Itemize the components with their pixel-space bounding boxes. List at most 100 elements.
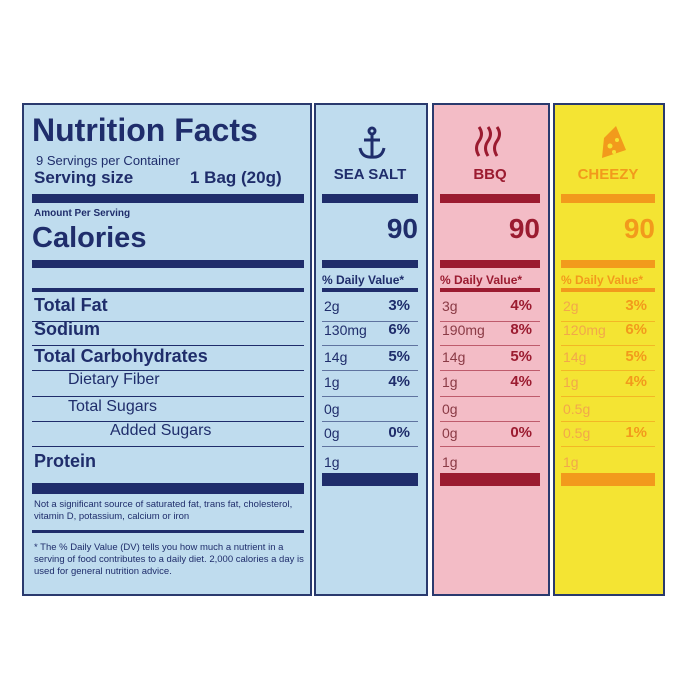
dv-header: % Daily Value* (561, 273, 644, 287)
daily-value: 4% (510, 297, 532, 314)
anchor-icon (358, 126, 386, 159)
rule (561, 194, 655, 203)
rule (561, 446, 655, 447)
daily-value: 5% (625, 348, 647, 365)
rule (440, 396, 540, 397)
flavor-panel (314, 103, 428, 596)
calories-label: Calories (32, 222, 147, 254)
rule (561, 288, 655, 292)
rule (440, 194, 540, 203)
servings: 9 Servings per Container (36, 153, 180, 168)
rule (32, 288, 304, 292)
rule (322, 288, 418, 292)
nutrient-name: Total Sugars (68, 398, 157, 415)
calories: 90 (508, 213, 540, 244)
rule (561, 345, 655, 346)
rule (32, 370, 304, 371)
flavor-name: BBQ (473, 166, 507, 183)
amount: 2g (563, 298, 579, 314)
amount: 1g (442, 454, 458, 470)
rule (322, 321, 418, 322)
rule (440, 370, 540, 371)
daily-value: 0% (388, 424, 410, 441)
amount: 3g (442, 298, 458, 314)
amount: 1g (324, 454, 340, 470)
daily-value: 4% (625, 373, 647, 390)
amount: 14g (324, 349, 348, 365)
daily-value: 3% (388, 297, 410, 314)
calories: 90 (623, 213, 655, 244)
rule (322, 370, 418, 371)
title: Nutrition Facts (32, 112, 258, 148)
rule (322, 194, 418, 203)
daily-value: 5% (388, 348, 410, 365)
amount: 0.5g (563, 425, 591, 441)
amount: 120mg (563, 322, 606, 338)
dv-header: % Daily Value* (440, 273, 523, 287)
serving-size-label: Serving size (34, 168, 134, 187)
rule (440, 421, 540, 422)
rule (322, 345, 418, 346)
rule (32, 483, 304, 494)
amount-per-serving: Amount Per Serving (34, 208, 131, 219)
rule (322, 421, 418, 422)
flavor-name: SEA SALT (333, 166, 407, 183)
daily-value: 5% (510, 348, 532, 365)
nutrient-name: Protein (34, 451, 97, 471)
amount: 0.5g (563, 401, 591, 417)
daily-value: 3% (625, 297, 647, 314)
amount: 190mg (442, 322, 485, 338)
daily-value: 1% (625, 424, 647, 441)
daily-value: 4% (510, 373, 532, 390)
daily-value: 6% (388, 321, 410, 338)
amount: 14g (442, 349, 466, 365)
rule (322, 396, 418, 397)
rule (32, 530, 304, 533)
amount: 0g (324, 425, 340, 441)
flavor-panel (432, 103, 550, 596)
rule (440, 473, 540, 486)
rule (440, 260, 540, 268)
rule (561, 260, 655, 268)
rule (561, 421, 655, 422)
amount: 0g (442, 425, 458, 441)
rule (561, 370, 655, 371)
rule (322, 446, 418, 447)
amount: 1g (563, 374, 579, 390)
amount: 1g (563, 454, 579, 470)
nutrient-name: Total Carbohydrates (34, 346, 208, 366)
flavor-panel (553, 103, 665, 596)
rule (440, 321, 540, 322)
rule (32, 321, 304, 322)
rule (32, 260, 304, 268)
rule (32, 194, 304, 203)
rule (32, 446, 304, 447)
cheese-icon (602, 126, 626, 158)
rule (561, 396, 655, 397)
rule (440, 446, 540, 447)
amount: 1g (324, 374, 340, 390)
rule (322, 473, 418, 486)
steam-icon (475, 126, 501, 157)
serving-size: 1 Bag (20g) (190, 168, 282, 187)
nutrient-name: Total Fat (34, 295, 108, 315)
rule (32, 421, 304, 422)
rule (561, 473, 655, 486)
calories: 90 (386, 213, 418, 244)
rule (322, 260, 418, 268)
dv-header: % Daily Value* (322, 273, 405, 287)
daily-value: 8% (510, 321, 532, 338)
amount: 0g (442, 401, 458, 417)
nutrient-name: Sodium (34, 319, 100, 339)
amount: 0g (324, 401, 340, 417)
footnote: * The % Daily Value (DV) tells you how m… (34, 542, 304, 577)
daily-value: 6% (625, 321, 647, 338)
amount: 14g (563, 349, 587, 365)
rule (440, 288, 540, 292)
nutrient-name: Dietary Fiber (68, 371, 160, 388)
rule (561, 321, 655, 322)
amount: 1g (442, 374, 458, 390)
main-panel (22, 103, 312, 596)
